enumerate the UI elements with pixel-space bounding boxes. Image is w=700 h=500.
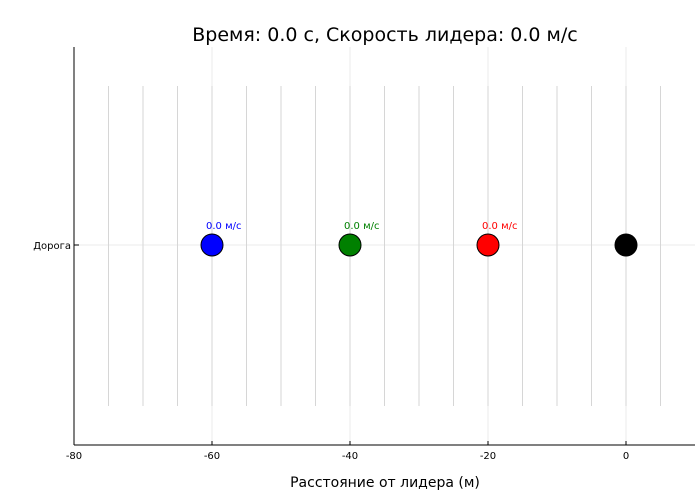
vehicle-marker: [200, 233, 224, 257]
axes-layer: [73, 47, 695, 446]
vehicle-speed-label: 0.0 м/с: [344, 221, 380, 232]
x-tick-label: -20: [480, 451, 496, 462]
vehicle-speed-label: 0.0 м/с: [206, 221, 242, 232]
y-tick-label: Дорога: [33, 241, 71, 252]
x-axis-label: Расстояние от лидера (м): [290, 475, 480, 491]
ticks-layer: -80 -60 -40 -20 0 Дорога: [33, 241, 629, 462]
vehicle-marker: [614, 233, 638, 257]
vehicle-speed-label: 0.0 м/с: [482, 221, 518, 232]
x-tick-label: -80: [66, 451, 82, 462]
chart-title: Время: 0.0 с, Скорость лидера: 0.0 м/с: [192, 24, 577, 46]
x-tick-label: 0: [623, 451, 629, 462]
x-tick-label: -60: [204, 451, 220, 462]
grid-layer: [73, 47, 695, 445]
vehicle-marker: [476, 233, 500, 257]
vehicle-marker: [338, 233, 362, 257]
marks-layer: 0.0 м/с 0.0 м/с 0.0 м/с: [200, 221, 638, 257]
x-tick-label: -40: [342, 451, 358, 462]
